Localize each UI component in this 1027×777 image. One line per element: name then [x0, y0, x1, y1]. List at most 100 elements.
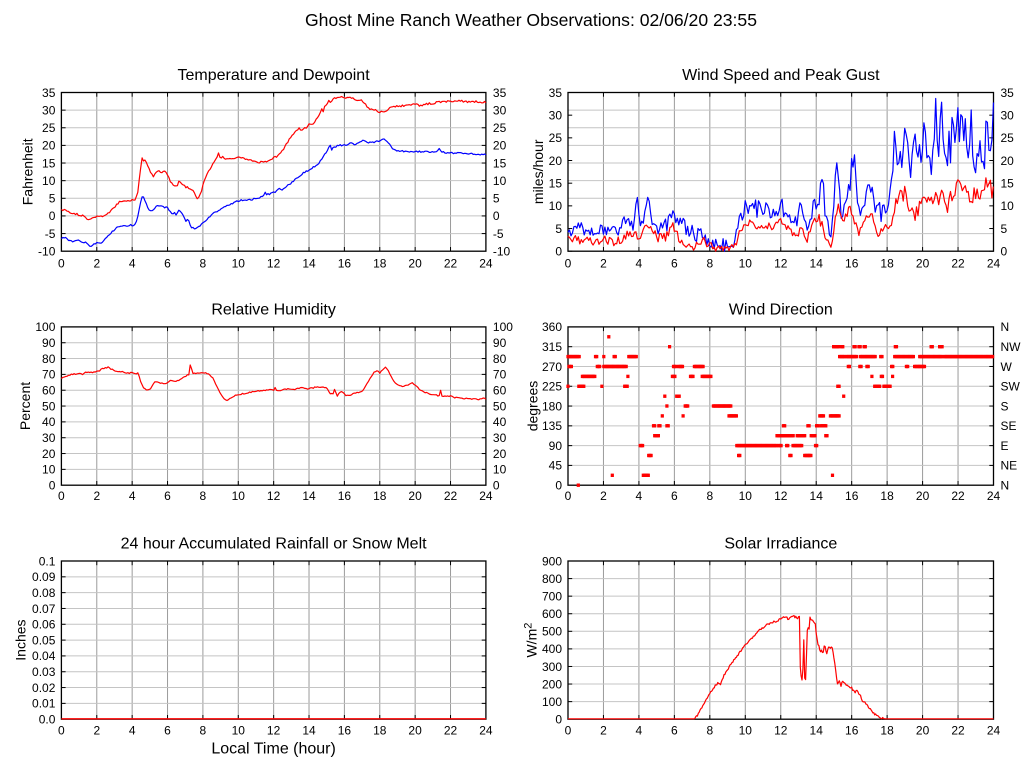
svg-text:80: 80 [493, 352, 507, 366]
svg-text:100: 100 [542, 695, 562, 709]
svg-text:10: 10 [493, 174, 507, 188]
svg-text:40: 40 [42, 415, 56, 429]
svg-text:8: 8 [706, 723, 713, 737]
svg-text:20: 20 [42, 447, 56, 461]
svg-text:90: 90 [493, 336, 507, 350]
svg-text:700: 700 [542, 590, 562, 604]
svg-text:20: 20 [1001, 154, 1015, 168]
svg-text:SE: SE [1001, 419, 1017, 433]
svg-text:18: 18 [880, 489, 894, 503]
svg-text:24: 24 [479, 489, 493, 503]
svg-text:0: 0 [49, 479, 56, 493]
svg-text:30: 30 [42, 103, 56, 117]
svg-text:10: 10 [739, 723, 753, 737]
svg-text:N: N [1001, 320, 1010, 334]
svg-text:Wind Speed and Peak Gust: Wind Speed and Peak Gust [682, 67, 880, 84]
svg-text:20: 20 [42, 139, 56, 153]
svg-text:5: 5 [493, 192, 500, 206]
svg-text:25: 25 [493, 121, 507, 135]
svg-text:22: 22 [444, 723, 458, 737]
svg-text:Ghost Mine Ranch Weather Obser: Ghost Mine Ranch Weather Observations: 0… [305, 10, 757, 30]
svg-text:900: 900 [542, 554, 562, 568]
svg-text:30: 30 [493, 103, 507, 117]
svg-text:Fahrenheit: Fahrenheit [20, 138, 36, 205]
svg-text:24: 24 [987, 723, 1001, 737]
svg-text:0.09: 0.09 [32, 570, 56, 584]
svg-text:100: 100 [493, 320, 513, 334]
svg-text:225: 225 [542, 380, 562, 394]
svg-text:0: 0 [555, 713, 562, 727]
svg-text:Temperature and Dewpoint: Temperature and Dewpoint [178, 67, 371, 84]
svg-text:4: 4 [636, 489, 643, 503]
svg-text:8: 8 [200, 256, 207, 270]
svg-text:0: 0 [565, 256, 572, 270]
svg-text:315: 315 [542, 340, 562, 354]
svg-text:10: 10 [42, 463, 56, 477]
svg-text:16: 16 [845, 723, 859, 737]
svg-text:Percent: Percent [17, 382, 33, 430]
svg-text:5: 5 [555, 222, 562, 236]
svg-text:18: 18 [373, 489, 387, 503]
svg-text:20: 20 [916, 723, 930, 737]
svg-text:30: 30 [42, 431, 56, 445]
svg-text:25: 25 [42, 121, 56, 135]
svg-text:8: 8 [706, 256, 713, 270]
svg-text:12: 12 [267, 489, 281, 503]
svg-text:20: 20 [549, 154, 563, 168]
svg-text:35: 35 [1001, 86, 1015, 100]
svg-text:5: 5 [1001, 222, 1008, 236]
svg-text:10: 10 [232, 256, 246, 270]
svg-text:4: 4 [636, 256, 643, 270]
svg-text:10: 10 [493, 463, 507, 477]
svg-text:30: 30 [1001, 109, 1015, 123]
svg-text:300: 300 [542, 660, 562, 674]
svg-text:-5: -5 [493, 227, 504, 241]
svg-text:45: 45 [549, 459, 563, 473]
svg-text:12: 12 [774, 489, 788, 503]
svg-text:12: 12 [267, 723, 281, 737]
svg-text:S: S [1001, 399, 1009, 413]
svg-text:20: 20 [408, 723, 422, 737]
svg-text:0.05: 0.05 [32, 633, 56, 647]
svg-text:2: 2 [93, 723, 100, 737]
svg-text:0.0: 0.0 [39, 713, 56, 727]
svg-text:22: 22 [951, 723, 965, 737]
svg-text:0: 0 [493, 479, 500, 493]
svg-text:20: 20 [408, 256, 422, 270]
svg-text:0: 0 [49, 209, 56, 223]
svg-text:0.02: 0.02 [32, 681, 56, 695]
svg-text:35: 35 [549, 86, 563, 100]
svg-text:35: 35 [493, 86, 507, 100]
svg-text:18: 18 [880, 256, 894, 270]
svg-text:0.08: 0.08 [32, 586, 56, 600]
svg-text:-5: -5 [45, 227, 56, 241]
svg-text:0: 0 [555, 245, 562, 259]
svg-text:360: 360 [542, 320, 562, 334]
svg-text:0: 0 [58, 256, 65, 270]
svg-text:degrees: degrees [525, 381, 541, 432]
svg-text:18: 18 [373, 723, 387, 737]
svg-text:24: 24 [479, 256, 493, 270]
svg-text:-10: -10 [493, 245, 511, 259]
svg-text:20: 20 [916, 489, 930, 503]
svg-text:W/m2: W/m2 [523, 623, 540, 658]
svg-text:10: 10 [739, 256, 753, 270]
svg-text:60: 60 [42, 384, 56, 398]
svg-text:4: 4 [636, 723, 643, 737]
svg-text:0.01: 0.01 [32, 697, 56, 711]
svg-text:22: 22 [951, 489, 965, 503]
svg-text:10: 10 [739, 489, 753, 503]
svg-text:10: 10 [232, 723, 246, 737]
svg-text:0.06: 0.06 [32, 618, 56, 632]
svg-text:0: 0 [565, 489, 572, 503]
svg-text:6: 6 [671, 723, 678, 737]
svg-text:18: 18 [880, 723, 894, 737]
svg-text:0: 0 [1001, 245, 1008, 259]
svg-text:40: 40 [493, 415, 507, 429]
svg-text:2: 2 [600, 723, 607, 737]
svg-text:2: 2 [93, 489, 100, 503]
svg-text:14: 14 [810, 489, 824, 503]
svg-text:14: 14 [302, 723, 316, 737]
svg-text:22: 22 [951, 256, 965, 270]
svg-text:6: 6 [164, 723, 171, 737]
